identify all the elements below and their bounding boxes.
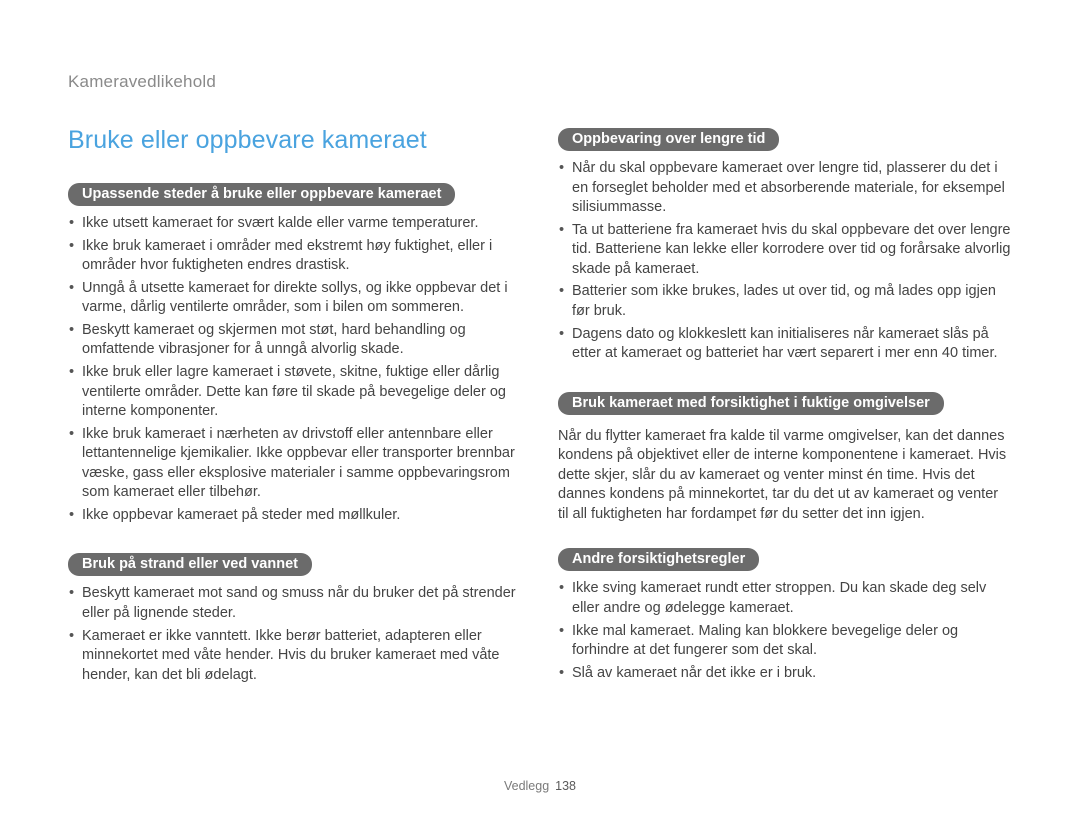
section-heading: Bruk på strand eller ved vannet	[68, 553, 312, 576]
list-item: Ikke mal kameraet. Maling kan blokkere b…	[558, 622, 1012, 661]
list-item: Unngå å utsette kameraet for direkte sol…	[68, 279, 522, 318]
page-title: Bruke eller oppbevare kameraet	[68, 126, 522, 155]
list-item: Ikke bruk eller lagre kameraet i støvete…	[68, 363, 522, 422]
list-item: Ikke bruk kameraet i nærheten av drivsto…	[68, 425, 522, 503]
paragraph-text: Når du flytter kameraet fra kalde til va…	[558, 427, 1012, 525]
list-item: Beskytt kameraet mot sand og smuss når d…	[68, 584, 522, 623]
content-columns: Bruke eller oppbevare kameraet Upassende…	[68, 126, 1012, 711]
section-beach-water: Bruk på strand eller ved vannet Beskytt …	[68, 551, 522, 685]
section-heading: Upassende steder å bruke eller oppbevare…	[68, 183, 455, 206]
list-item: Batterier som ikke brukes, lades ut over…	[558, 282, 1012, 321]
section-inappropriate-places: Upassende steder å bruke eller oppbevare…	[68, 181, 522, 525]
list-item: Ikke bruk kameraet i områder med ekstrem…	[68, 237, 522, 276]
bullet-list: Beskytt kameraet mot sand og smuss når d…	[68, 584, 522, 685]
breadcrumb: Kameravedlikehold	[68, 72, 1012, 92]
list-item: Ikke sving kameraet rundt etter stroppen…	[558, 579, 1012, 618]
list-item: Slå av kameraet når det ikke er i bruk.	[558, 664, 1012, 684]
section-other-precautions: Andre forsiktighetsregler Ikke sving kam…	[558, 546, 1012, 683]
section-humid-environment: Bruk kameraet med forsiktighet i fuktige…	[558, 390, 1012, 525]
list-item: Ta ut batteriene fra kameraet hvis du sk…	[558, 221, 1012, 280]
list-item: Dagens dato og klokkeslett kan initialis…	[558, 325, 1012, 364]
bullet-list: Ikke sving kameraet rundt etter stroppen…	[558, 579, 1012, 683]
bullet-list: Når du skal oppbevare kameraet over leng…	[558, 159, 1012, 364]
left-column: Bruke eller oppbevare kameraet Upassende…	[68, 126, 522, 711]
bullet-list: Ikke utsett kameraet for svært kalde ell…	[68, 214, 522, 525]
footer-page-number: 138	[555, 779, 576, 793]
list-item: Når du skal oppbevare kameraet over leng…	[558, 159, 1012, 218]
section-long-storage: Oppbevaring over lengre tid Når du skal …	[558, 126, 1012, 364]
list-item: Ikke utsett kameraet for svært kalde ell…	[68, 214, 522, 234]
section-heading: Andre forsiktighetsregler	[558, 548, 759, 571]
list-item: Kameraet er ikke vanntett. Ikke berør ba…	[68, 627, 522, 686]
footer-label: Vedlegg	[504, 779, 549, 793]
list-item: Ikke oppbevar kameraet på steder med møl…	[68, 506, 522, 526]
page-footer: Vedlegg 138	[0, 779, 1080, 793]
right-column: Oppbevaring over lengre tid Når du skal …	[558, 126, 1012, 711]
list-item: Beskytt kameraet og skjermen mot støt, h…	[68, 321, 522, 360]
section-heading: Oppbevaring over lengre tid	[558, 128, 779, 151]
section-heading: Bruk kameraet med forsiktighet i fuktige…	[558, 392, 944, 415]
